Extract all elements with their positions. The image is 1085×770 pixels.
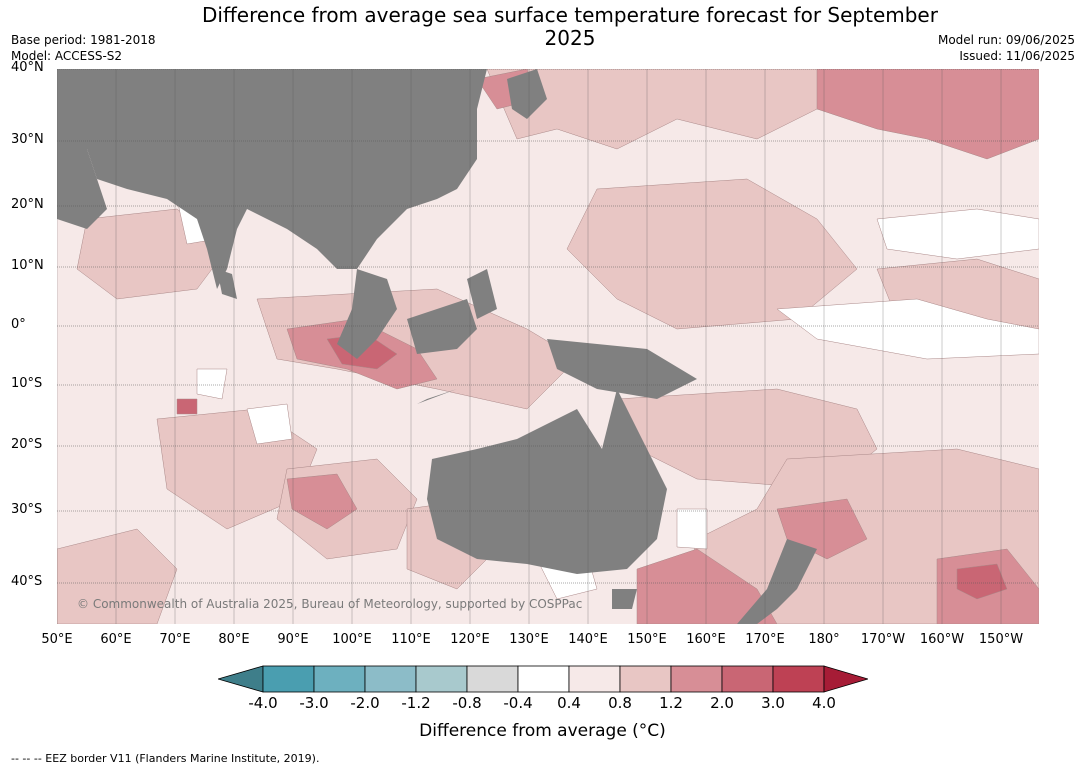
colorbar-bin xyxy=(721,665,774,693)
colorbar-tick-label: -0.4 xyxy=(503,694,533,712)
map-canvas xyxy=(57,69,1039,624)
colorbar-bin xyxy=(670,665,723,693)
longitude-label: 160°W xyxy=(919,632,965,647)
latitude-label: 30°N xyxy=(11,132,44,147)
colorbar-tick-label: -4.0 xyxy=(248,694,278,712)
longitude-label: 70°E xyxy=(159,632,191,647)
colorbar-tick-label: 1.2 xyxy=(659,694,683,712)
longitude-label: 130°E xyxy=(509,632,549,647)
base-period-text: Base period: 1981-2018 xyxy=(11,33,156,47)
colorbar-bin xyxy=(262,665,315,693)
meta-right: Model run: 09/06/2025 Issued: 11/06/2025 xyxy=(938,32,1075,64)
copyright-text: © Commonwealth of Australia 2025, Bureau… xyxy=(77,597,583,611)
colorbar-bin xyxy=(415,665,468,693)
longitude-label: 80°E xyxy=(218,632,250,647)
model-run-text: Model run: 09/06/2025 xyxy=(937,33,1075,47)
colorbar-tick-label: 4.0 xyxy=(812,694,836,712)
colorbar-bin xyxy=(619,665,672,693)
colorbar-bin xyxy=(772,665,825,693)
colorbar-bin xyxy=(313,665,366,693)
colorbar-bin xyxy=(568,665,621,693)
colorbar-tick-label: 3.0 xyxy=(761,694,785,712)
longitude-label: 150°E xyxy=(627,632,667,647)
colorbar-bin xyxy=(466,665,519,693)
colorbar-bin xyxy=(364,665,417,693)
latitude-label: 20°S xyxy=(11,437,43,452)
longitude-label: 170°E xyxy=(745,632,785,647)
colorbar-tick-label: 0.8 xyxy=(608,694,632,712)
colorbar-title: Difference from average (°C) xyxy=(419,721,666,741)
latitude-label: 40°S xyxy=(11,574,43,589)
meta-left: Base period: 1981-2018 Model: ACCESS-S2 xyxy=(11,32,156,64)
colorbar-bin xyxy=(517,665,570,693)
latitude-label: 10°S xyxy=(11,376,43,391)
longitude-label: 50°E xyxy=(41,632,73,647)
longitude-label: 150°W xyxy=(978,632,1024,647)
colorbar-tick-label: -0.8 xyxy=(452,694,482,712)
longitude-label: 60°E xyxy=(100,632,132,647)
sst-anomaly-map xyxy=(57,69,1039,624)
issued-text: Issued: 11/06/2025 xyxy=(959,49,1075,63)
longitude-label: 90°E xyxy=(277,632,309,647)
latitude-label: 10°N xyxy=(11,258,44,273)
longitude-label: 100°E xyxy=(332,632,372,647)
chart-title: Difference from average sea surface temp… xyxy=(202,3,938,50)
colorbar-extend-low xyxy=(218,665,264,693)
latitude-label: 30°S xyxy=(11,502,43,517)
colorbar-tick-label: 2.0 xyxy=(710,694,734,712)
latitude-label: 40°N xyxy=(11,60,44,75)
longitude-label: 180° xyxy=(808,632,840,647)
colorbar xyxy=(218,665,868,693)
colorbar-tick-label: -3.0 xyxy=(299,694,329,712)
longitude-label: 170°W xyxy=(860,632,906,647)
colorbar-extend-high xyxy=(823,665,868,693)
colorbar-tick-label: 0.4 xyxy=(557,694,581,712)
model-text: Model: ACCESS-S2 xyxy=(11,49,123,63)
longitude-label: 160°E xyxy=(686,632,726,647)
longitude-label: 120°E xyxy=(450,632,490,647)
colorbar-tick-label: -1.2 xyxy=(401,694,431,712)
eez-footnote: -- -- -- EEZ border V11 (Flanders Marine… xyxy=(11,752,320,765)
graticule xyxy=(57,69,1039,624)
colorbar-tick-label: -2.0 xyxy=(350,694,380,712)
latitude-label: 20°N xyxy=(11,197,44,212)
latitude-label: 0° xyxy=(11,317,26,332)
longitude-label: 140°E xyxy=(568,632,608,647)
land-layer xyxy=(57,69,817,624)
longitude-label: 110°E xyxy=(391,632,431,647)
